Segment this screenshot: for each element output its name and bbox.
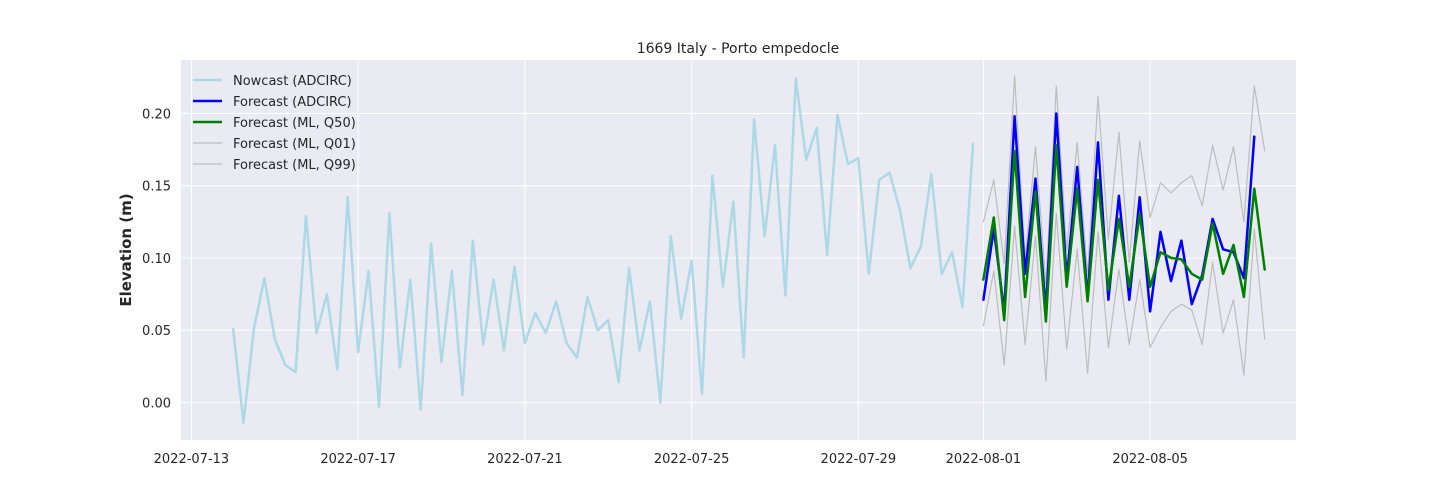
legend-label: Forecast (ML, Q01): [233, 137, 356, 152]
series-line-forecast-ml-q01: [982, 212, 1266, 382]
legend-label: Forecast (ADCIRC): [233, 95, 352, 110]
series-lines: [231, 75, 1266, 424]
x-tick-label: 2022-07-21: [487, 452, 563, 467]
series-line-nowcast-adcirc: [231, 77, 975, 424]
tick-labels: 2022-07-13 2022-07-17 2022-07-21 2022-07-25…: [142, 107, 1188, 467]
y-tick-label: 0.10: [142, 252, 171, 267]
legend-label: Forecast (ML, Q50): [233, 116, 356, 131]
x-tick-label: 2022-07-25: [654, 452, 730, 467]
y-tick-label: 0.20: [142, 107, 171, 122]
series-line-forecast-ml-q99: [982, 75, 1266, 285]
x-tick-label: 2022-07-13: [154, 452, 230, 467]
x-tick-label: 2022-08-05: [1112, 452, 1188, 467]
chart-title: 1669 Italy - Porto empedocle: [637, 41, 840, 57]
y-axis-title: Elevation (m): [117, 193, 135, 306]
x-tick-label: 2022-08-01: [946, 452, 1022, 467]
x-tick-label: 2022-07-29: [821, 452, 897, 467]
legend: Nowcast (ADCIRC) Forecast (ADCIRC) Forecas…: [193, 74, 356, 173]
series-line-forecast-ml-q50: [982, 143, 1266, 323]
legend-label: Forecast (ML, Q99): [233, 158, 356, 173]
plot-background: [181, 60, 1296, 440]
grid-lines: [181, 60, 1296, 440]
y-tick-label: 0.00: [142, 396, 171, 411]
legend-label: Nowcast (ADCIRC): [233, 74, 352, 89]
x-tick-label: 2022-07-17: [320, 452, 396, 467]
y-tick-label: 0.15: [142, 180, 171, 195]
y-tick-label: 0.05: [142, 324, 171, 339]
